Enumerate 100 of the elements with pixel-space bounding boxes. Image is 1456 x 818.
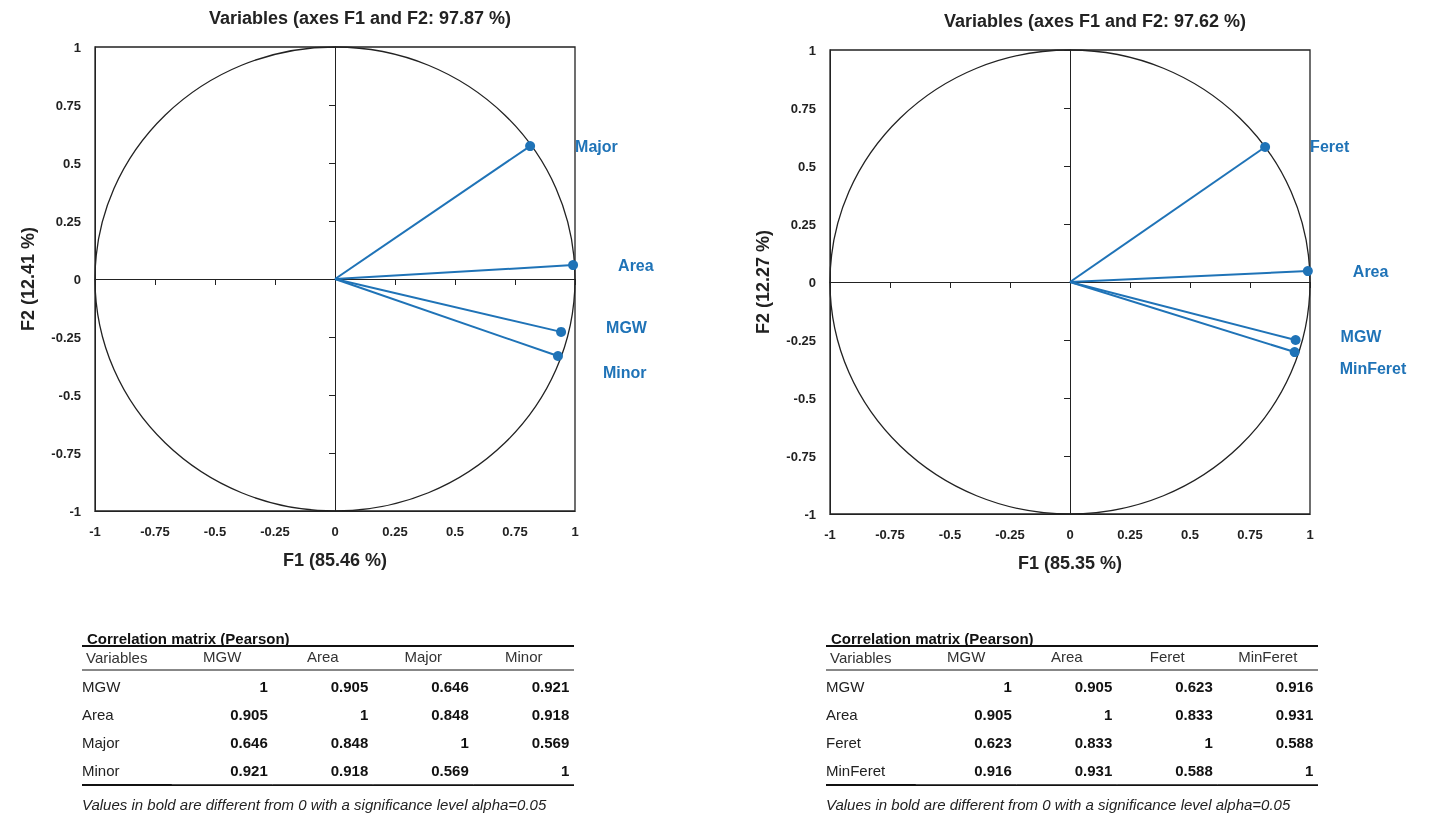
chart-title: Variables (axes F1 and F2: 97.87 %)	[208, 8, 512, 28]
data-label: 0.931	[1074, 761, 1113, 779]
y-axis-title: F2 (12.27 %)	[753, 229, 773, 335]
data-label: 0.623	[974, 733, 1012, 751]
data-label: 0.931	[1275, 705, 1314, 723]
y-tick-label: 1	[808, 42, 816, 58]
y-tick-label: -0.5	[58, 387, 81, 403]
x-tick-label: 1	[571, 524, 579, 539]
text: Area	[618, 256, 654, 274]
data-label: 1	[460, 733, 469, 751]
x-tick-label: 0.25	[382, 524, 408, 539]
text: Feret	[1310, 138, 1350, 156]
x-tick-label: -0.75	[140, 524, 170, 539]
x-tick-label: -0.5	[203, 524, 227, 539]
data-label: 1	[1304, 761, 1314, 779]
data-label: 0.569	[531, 733, 570, 751]
y-tick-label: Minor	[82, 761, 120, 779]
data-label: 0.916	[974, 761, 1012, 779]
y-tick-label: Major	[82, 733, 120, 751]
data-label: 0.905	[330, 677, 369, 695]
data-label: 1	[1204, 733, 1213, 751]
y-tick-label: 0.25	[55, 213, 81, 229]
y-tick-label: 0	[808, 274, 816, 290]
data-label: 0.918	[531, 705, 570, 723]
data-label: 0.569	[431, 761, 469, 779]
chart-title: Variables (axes F1 and F2: 97.62 %)	[943, 11, 1247, 31]
y-tick-label: 0.5	[62, 155, 81, 171]
data-label: 0.588	[1275, 733, 1314, 751]
y-tick-label: Area	[82, 705, 115, 723]
text: Minor	[602, 363, 647, 381]
y-tick-label: -0.5	[793, 390, 816, 406]
data-label: 0.918	[330, 761, 369, 779]
data-label: 0.623	[1175, 677, 1213, 695]
data-label: 0.916	[1275, 677, 1314, 695]
y-tick-label: -0.75	[786, 448, 816, 464]
x-tick-label: 0.25	[1117, 527, 1143, 542]
y-tick-label: 0	[73, 271, 81, 287]
data-label: 0.905	[1074, 677, 1113, 695]
x-tick-label: Major	[404, 648, 443, 665]
y-tick-label: 0.5	[797, 158, 816, 174]
y-tick-label: 0.75	[55, 97, 81, 113]
data-label: 0.848	[431, 705, 469, 723]
data-label: 0.921	[531, 677, 570, 695]
x-tick-label: 0.5	[445, 524, 465, 539]
data-label: 0.833	[1074, 733, 1113, 751]
y-tick-label: MinFeret	[826, 761, 887, 779]
x-axis-title: F1 (85.46 %)	[282, 550, 388, 570]
y-tick-label: MGW	[826, 677, 866, 695]
text: MinFeret	[1339, 359, 1407, 377]
y-axis-title: Variables	[830, 649, 892, 666]
x-tick-label: MGW	[947, 648, 987, 665]
data-label: 0.905	[230, 705, 268, 723]
data-label: 0.646	[230, 733, 268, 751]
data-label: 0.833	[1175, 705, 1213, 723]
x-axis-title: F1 (85.35 %)	[1017, 553, 1123, 573]
y-tick-label: Feret	[826, 733, 862, 751]
x-tick-label: Feret	[1149, 648, 1186, 665]
x-tick-label: Minor	[504, 648, 543, 665]
text: MGW	[606, 319, 648, 337]
y-tick-label: -0.25	[51, 329, 81, 345]
x-tick-label: -0.25	[995, 527, 1025, 542]
data-label: 0.848	[330, 733, 369, 751]
y-tick-label: -1	[69, 503, 81, 519]
y-axis-title: F2 (12.41 %)	[18, 226, 38, 332]
y-tick-label: -0.75	[51, 445, 81, 461]
y-tick-label: -1	[804, 506, 816, 522]
x-tick-label: 0	[331, 524, 339, 539]
x-tick-label: 1	[1306, 527, 1314, 542]
data-label: 1	[359, 705, 369, 723]
data-label: 1	[1103, 705, 1113, 723]
y-axis-title: Variables	[86, 649, 148, 666]
x-tick-label: -0.5	[938, 527, 962, 542]
data-label: 1	[1003, 677, 1012, 695]
data-label: 1	[259, 677, 268, 695]
x-tick-label: MGW	[203, 648, 243, 665]
y-tick-label: 0.25	[790, 216, 816, 232]
text: Values in bold are different from 0 with a significance level alpha=0.05	[826, 796, 1291, 813]
x-tick-label: -0.75	[875, 527, 905, 542]
y-tick-label: 0.75	[790, 100, 816, 116]
text: Major	[575, 137, 618, 155]
y-tick-label: MGW	[82, 677, 122, 695]
chart-title: Correlation matrix (Pearson)	[831, 630, 1034, 647]
x-tick-label: 0.75	[1237, 527, 1263, 542]
data-label: 1	[560, 761, 570, 779]
x-tick-label: -0.25	[260, 524, 290, 539]
data-label: 0.588	[1175, 761, 1213, 779]
x-tick-label: Area	[306, 648, 340, 665]
x-tick-label: MinFeret	[1238, 648, 1299, 665]
y-tick-label: Area	[826, 705, 859, 723]
text: MGW	[1340, 327, 1383, 345]
x-tick-label: 0.5	[1180, 527, 1200, 542]
x-tick-label: 0	[1066, 527, 1074, 542]
text: Values in bold are different from 0 with a significance level alpha=0.05	[82, 796, 547, 813]
x-tick-label: Area	[1050, 648, 1084, 665]
text: Area	[1352, 262, 1389, 280]
data-label: 0.905	[974, 705, 1012, 723]
y-tick-label: 1	[73, 39, 81, 55]
data-label: 0.646	[431, 677, 469, 695]
x-tick-label: 0.75	[502, 524, 528, 539]
chart-title: Correlation matrix (Pearson)	[87, 630, 290, 647]
